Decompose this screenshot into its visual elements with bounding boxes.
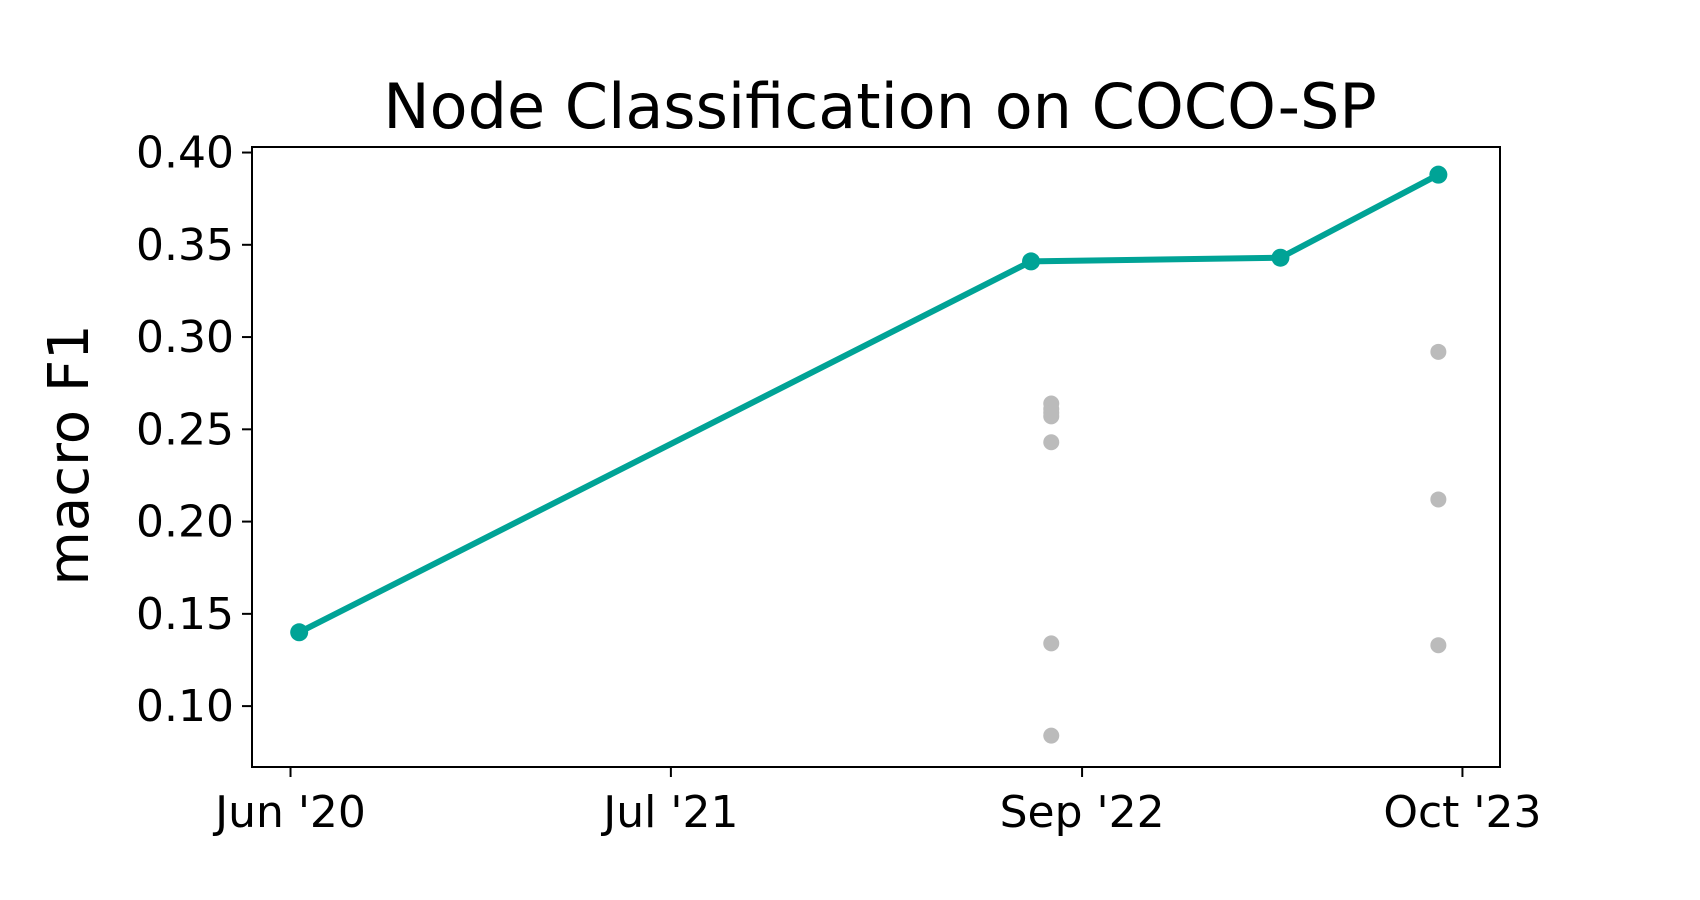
y-axis-label: macro F1 <box>37 324 102 585</box>
y-tick-label: 0.30 <box>136 312 234 363</box>
x-tick-label: Sep '22 <box>1000 787 1165 838</box>
y-tick-label: 0.20 <box>136 497 234 548</box>
frontier-line <box>297 172 1440 635</box>
other-point <box>1430 343 1447 360</box>
axes: 0.10 0.15 0.20 0.25 0.30 0.35 0.40 Jun '20 Jul '… <box>136 128 1541 838</box>
y-tick-label: 0.15 <box>136 589 234 640</box>
other-point <box>1430 491 1447 508</box>
y-tick-label: 0.25 <box>136 404 234 455</box>
other-point <box>1043 635 1060 652</box>
other-point <box>1043 434 1060 451</box>
frontier-point <box>1022 252 1041 271</box>
frontier-point <box>290 623 309 642</box>
other-point <box>1043 727 1060 744</box>
frontier-point <box>1271 248 1290 267</box>
y-tick-label: 0.10 <box>136 681 234 732</box>
frontier-point <box>1429 165 1448 184</box>
plot-frame <box>251 146 1501 768</box>
y-tick-label: 0.40 <box>136 128 234 179</box>
plot-marks <box>290 165 1448 744</box>
other-point <box>1430 637 1447 654</box>
chart-title: Node Classification on COCO-SP <box>383 70 1376 143</box>
x-tick-label: Oct '23 <box>1383 787 1541 838</box>
x-tick-label: Jun '20 <box>212 787 366 838</box>
x-tick-label: Jul '21 <box>600 787 738 838</box>
y-tick-label: 0.35 <box>136 220 234 271</box>
other-point <box>1043 408 1060 425</box>
